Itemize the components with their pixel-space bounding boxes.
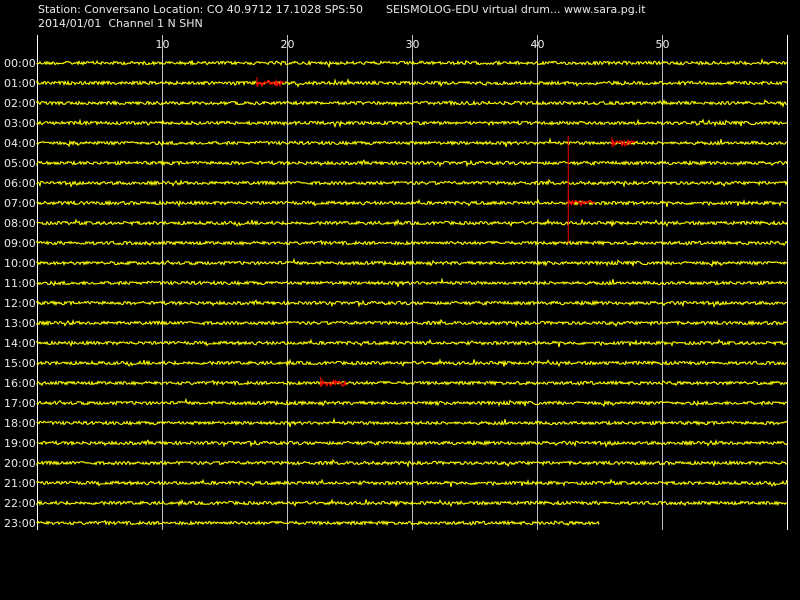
trace-line [36, 478, 788, 488]
trace-line [36, 257, 788, 268]
station-info: Station: Conversano Location: CO 40.9712… [38, 3, 363, 16]
row-label: 06:00 [4, 177, 36, 190]
row-label: 09:00 [4, 237, 36, 250]
x-tick-label: 10 [156, 38, 170, 51]
trace-line [36, 137, 788, 148]
trace-line [36, 277, 788, 287]
event-trace [320, 378, 347, 388]
trace-line [36, 77, 788, 88]
trace-line [36, 439, 788, 448]
row-label: 01:00 [4, 77, 36, 90]
x-tick-label: 20 [281, 38, 295, 51]
trace-line [36, 178, 788, 188]
trace-line [36, 159, 788, 168]
trace-line [36, 318, 788, 328]
trace-line [36, 299, 788, 308]
row-label: 08:00 [4, 217, 36, 230]
trace-line [36, 458, 788, 468]
row-label: 18:00 [4, 417, 36, 430]
events [256, 77, 636, 388]
x-tick-label: 40 [531, 38, 545, 51]
row-label: 14:00 [4, 337, 36, 350]
row-label: 05:00 [4, 157, 36, 170]
row-label: 00:00 [4, 57, 36, 70]
trace-line [36, 239, 788, 247]
row-label: 04:00 [4, 137, 36, 150]
row-label: 10:00 [4, 257, 36, 270]
row-label: 19:00 [4, 437, 36, 450]
traces [36, 58, 788, 527]
event-trace [256, 78, 285, 88]
trace-line [36, 338, 788, 348]
row-label: 23:00 [4, 517, 36, 530]
row-label: 07:00 [4, 197, 36, 210]
row-label: 11:00 [4, 277, 36, 290]
row-label: 12:00 [4, 297, 36, 310]
x-tick-label: 50 [656, 38, 670, 51]
trace-line [36, 358, 788, 368]
row-label: 20:00 [4, 457, 36, 470]
trace-line [36, 118, 788, 129]
date-channel-info: 2014/01/01 Channel 1 N SHN [38, 17, 203, 30]
x-tick-label: 30 [406, 38, 420, 51]
trace-line [36, 58, 788, 69]
row-label: 15:00 [4, 357, 36, 370]
trace-line [36, 498, 788, 508]
trace-line [36, 198, 788, 208]
trace-line [36, 397, 788, 408]
app-title: SEISMOLOG-EDU virtual drum... www.sara.p… [386, 3, 646, 16]
event-trace [567, 199, 595, 207]
row-label: 03:00 [4, 117, 36, 130]
x-tick-labels: 10 20 30 40 50 [156, 38, 670, 51]
trace-line [36, 519, 600, 527]
row-label: 21:00 [4, 477, 36, 490]
row-labels: 00:00 01:00 02:00 03:00 04:00 05:00 06:00 07:00… [4, 57, 36, 530]
trace-line [36, 379, 788, 387]
row-label: 02:00 [4, 97, 36, 110]
row-label: 16:00 [4, 377, 36, 390]
trace-line [36, 218, 788, 228]
row-label: 22:00 [4, 497, 36, 510]
event-trace [611, 139, 636, 148]
row-label: 13:00 [4, 317, 36, 330]
trace-line [36, 417, 788, 427]
trace-line [36, 98, 788, 109]
row-label: 17:00 [4, 397, 36, 410]
